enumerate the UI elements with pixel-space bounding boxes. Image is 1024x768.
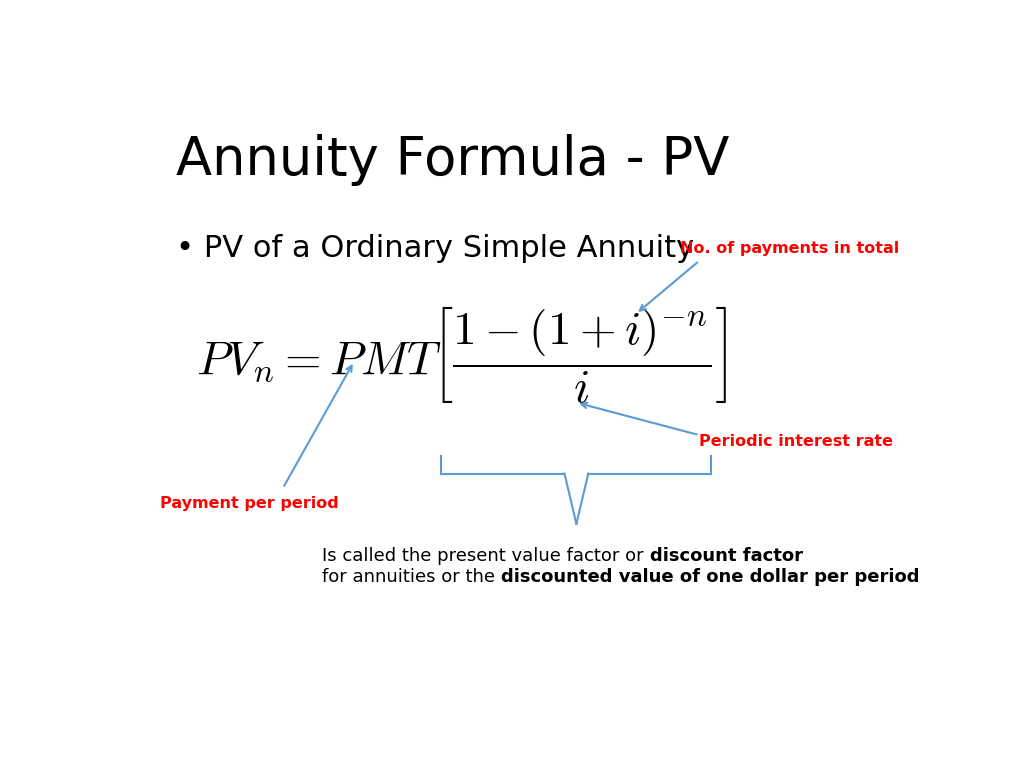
Text: for annuities or the: for annuities or the	[323, 568, 501, 586]
Text: No. of payments in total: No. of payments in total	[680, 241, 899, 257]
Text: $PV_n = PMT\left[\dfrac{1-(1+i)^{-n}}{i}\right]$: $PV_n = PMT\left[\dfrac{1-(1+i)^{-n}}{i}…	[196, 305, 727, 406]
Text: Is called the present value factor or: Is called the present value factor or	[323, 548, 650, 565]
Text: Periodic interest rate: Periodic interest rate	[699, 434, 893, 449]
Text: Payment per period: Payment per period	[160, 495, 339, 511]
Text: discount factor: discount factor	[650, 548, 803, 565]
Text: Annuity Formula - PV: Annuity Formula - PV	[176, 134, 729, 186]
Text: discounted value of one dollar per period: discounted value of one dollar per perio…	[501, 568, 920, 586]
Text: • PV of a Ordinary Simple Annuity: • PV of a Ordinary Simple Annuity	[176, 234, 693, 263]
